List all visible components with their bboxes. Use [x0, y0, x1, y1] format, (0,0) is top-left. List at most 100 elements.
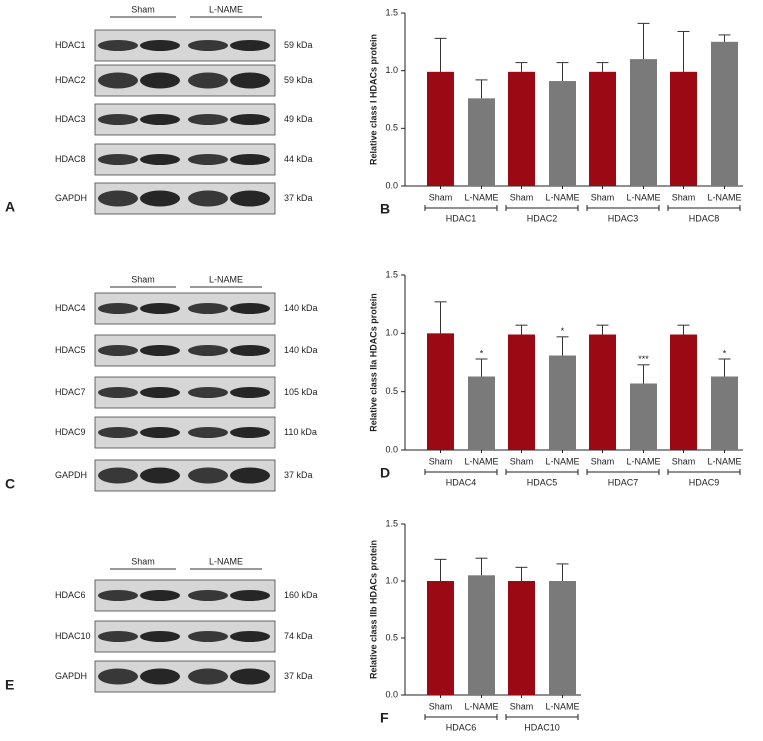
series-label: L-NAME	[626, 456, 660, 466]
blot-label: HDAC8	[55, 154, 86, 164]
group-label: L-NAME	[209, 556, 243, 566]
band	[230, 345, 270, 356]
band	[188, 154, 228, 165]
x-tick-label: HDAC4	[446, 477, 477, 487]
bar	[427, 581, 454, 695]
band	[230, 154, 270, 165]
blot-label: HDAC6	[55, 590, 86, 600]
band	[98, 40, 138, 51]
panel-letter: A	[5, 199, 15, 215]
band	[188, 467, 228, 484]
group-label: Sham	[131, 556, 155, 566]
error-bar	[596, 62, 609, 72]
significance: *	[480, 348, 484, 358]
blot-label: HDAC1	[55, 40, 86, 50]
bar	[468, 98, 495, 186]
band	[140, 190, 180, 207]
blot-size: 110 kDa	[284, 427, 317, 437]
series-label: L-NAME	[626, 192, 660, 202]
x-tick-label: HDAC1	[446, 213, 477, 223]
band	[230, 114, 270, 125]
y-axis-label: Relative class IIb HDACs protein	[368, 540, 378, 679]
panel-letter: F	[380, 710, 389, 726]
y-tick-label: 1.0	[385, 65, 398, 75]
y-tick-label: 0.5	[385, 386, 398, 396]
blot-size: 140 kDa	[284, 345, 318, 355]
group-label: L-NAME	[209, 4, 243, 14]
series-label: Sham	[429, 192, 453, 202]
series-label: Sham	[672, 456, 696, 466]
blot-label: GAPDH	[55, 470, 87, 480]
band	[230, 303, 270, 314]
bar	[589, 71, 616, 186]
y-tick-label: 0.0	[385, 180, 398, 190]
panel-letter: E	[5, 677, 14, 693]
error-bar	[434, 558, 447, 581]
bar	[508, 71, 535, 186]
y-tick-label: 1.0	[385, 328, 398, 338]
bar	[427, 333, 454, 450]
band	[140, 114, 180, 125]
band	[230, 72, 270, 89]
significance: ***	[638, 354, 649, 364]
bar	[508, 581, 535, 695]
blot-label: GAPDH	[55, 671, 87, 681]
y-tick-label: 1.5	[385, 7, 398, 17]
band	[188, 387, 228, 398]
x-tick-label: HDAC7	[608, 477, 639, 487]
band	[140, 427, 180, 438]
bar	[549, 355, 576, 450]
band	[98, 114, 138, 125]
error-bar	[637, 364, 650, 384]
error-bar	[677, 30, 690, 72]
error-bar	[596, 324, 609, 335]
group-label: L-NAME	[209, 274, 243, 284]
bar	[549, 81, 576, 186]
error-bar	[556, 336, 569, 356]
series-label: L-NAME	[545, 456, 579, 466]
band	[188, 590, 228, 601]
bar	[670, 334, 697, 450]
bar	[589, 334, 616, 450]
error-bar	[637, 22, 650, 60]
error-bar	[556, 62, 569, 82]
blot-size: 59 kDa	[284, 40, 313, 50]
band	[230, 590, 270, 601]
band	[230, 387, 270, 398]
blot-size: 160 kDa	[284, 590, 318, 600]
band	[188, 190, 228, 207]
band	[230, 631, 270, 642]
band	[140, 40, 180, 51]
band	[188, 427, 228, 438]
blot-label: HDAC4	[55, 303, 86, 313]
error-bar	[718, 358, 731, 377]
blot-size: 37 kDa	[284, 671, 313, 681]
band	[140, 154, 180, 165]
band	[140, 303, 180, 314]
blot-label: HDAC3	[55, 114, 86, 124]
series-label: Sham	[591, 192, 615, 202]
bar	[630, 383, 657, 450]
band	[98, 467, 138, 484]
series-label: L-NAME	[707, 456, 741, 466]
significance: *	[723, 348, 727, 358]
panel-letter: B	[380, 201, 390, 217]
blot-size: 44 kDa	[284, 154, 313, 164]
series-label: L-NAME	[464, 701, 498, 711]
bar	[508, 334, 535, 450]
bar	[670, 71, 697, 186]
error-bar	[677, 324, 690, 335]
band	[98, 387, 138, 398]
error-bar	[475, 557, 488, 576]
error-bar	[515, 324, 528, 335]
x-tick-label: HDAC10	[524, 722, 560, 732]
bar	[427, 71, 454, 186]
band	[140, 631, 180, 642]
blot-label: GAPDH	[55, 193, 87, 203]
blot-size: 37 kDa	[284, 193, 313, 203]
group-label: Sham	[131, 4, 155, 14]
band	[98, 190, 138, 207]
bar	[549, 581, 576, 695]
series-label: Sham	[429, 456, 453, 466]
